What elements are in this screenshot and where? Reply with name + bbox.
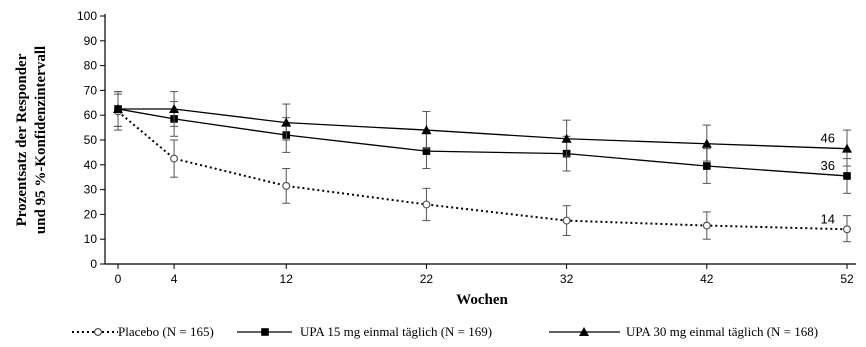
- plot-area: 0 10 20 30 40 50 60 70 80 90 100 0 4 12 22 32 42 52 14 36 46: [77, 9, 856, 286]
- legend-label-upa30: UPA 30 mg einmal täglich (N = 168): [626, 324, 818, 339]
- y-tick-label: 60: [84, 108, 98, 122]
- y-tick-label: 10: [84, 232, 98, 246]
- legend: Placebo (N = 165) UPA 15 mg einmal täglic…: [72, 324, 818, 339]
- legend-item-upa15: UPA 15 mg einmal täglich (N = 169): [237, 324, 492, 339]
- data-point-upa30: [113, 104, 123, 113]
- y-tick-label: 30: [84, 183, 98, 197]
- legend-item-upa30: UPA 30 mg einmal täglich (N = 168): [549, 324, 818, 339]
- x-tick-label: 22: [420, 272, 434, 286]
- data-point-placebo: [170, 154, 179, 163]
- y-tick-label: 90: [84, 34, 98, 48]
- y-axis-label-line-2: und 95 %-Konfidenzintervall: [33, 46, 49, 234]
- series-placebo: 14: [113, 93, 851, 243]
- series-upa30: 46: [113, 91, 852, 167]
- series-line-upa30: [118, 108, 848, 150]
- x-tick-label: 12: [280, 272, 294, 286]
- legend-label-upa15: UPA 15 mg einmal täglich (N = 169): [300, 324, 492, 339]
- y-tick-label: 40: [84, 158, 98, 172]
- y-axis-label-line-1: Prozentsatz der Responder: [14, 53, 30, 226]
- end-label-placebo: 14: [821, 211, 835, 226]
- x-tick-label: 32: [560, 272, 574, 286]
- data-point-placebo: [562, 216, 571, 225]
- legend-label-placebo: Placebo (N = 165): [118, 324, 214, 339]
- data-point-upa30: [561, 133, 572, 143]
- y-tick-label: 0: [90, 257, 97, 271]
- x-tick-label: 4: [171, 272, 178, 286]
- x-tick-label: 52: [840, 272, 854, 286]
- series-line-upa15: [117, 108, 848, 177]
- legend-marker-upa15: [261, 328, 269, 336]
- data-point-upa30: [842, 143, 852, 153]
- data-point-placebo: [422, 200, 431, 209]
- data-point-upa30: [701, 138, 712, 148]
- end-label-upa15: 36: [821, 158, 835, 173]
- series-upa15: 36: [114, 91, 851, 194]
- data-point-upa30: [169, 104, 180, 113]
- legend-marker-placebo: [93, 328, 102, 337]
- y-tick-label: 70: [84, 83, 98, 97]
- data-point-upa15: [422, 147, 431, 155]
- data-point-upa15: [843, 172, 851, 180]
- data-point-upa15: [703, 162, 711, 170]
- data-point-placebo: [282, 181, 291, 190]
- y-tick-label: 50: [84, 133, 98, 147]
- data-point-placebo: [702, 221, 711, 230]
- end-label-upa30: 46: [821, 131, 835, 146]
- x-tick-label: 0: [115, 272, 122, 286]
- y-tick-label: 80: [84, 59, 98, 73]
- y-tick-label: 100: [77, 9, 97, 23]
- data-point-upa30: [421, 125, 432, 135]
- legend-marker-upa30: [579, 327, 589, 336]
- series-line-placebo: [117, 110, 848, 231]
- x-axis-label: Wochen: [456, 292, 508, 308]
- data-point-upa30: [281, 117, 292, 127]
- data-point-placebo: [842, 225, 851, 234]
- x-tick-label: 42: [700, 272, 714, 286]
- legend-item-placebo: Placebo (N = 165): [72, 324, 214, 339]
- y-tick-label: 20: [84, 207, 98, 221]
